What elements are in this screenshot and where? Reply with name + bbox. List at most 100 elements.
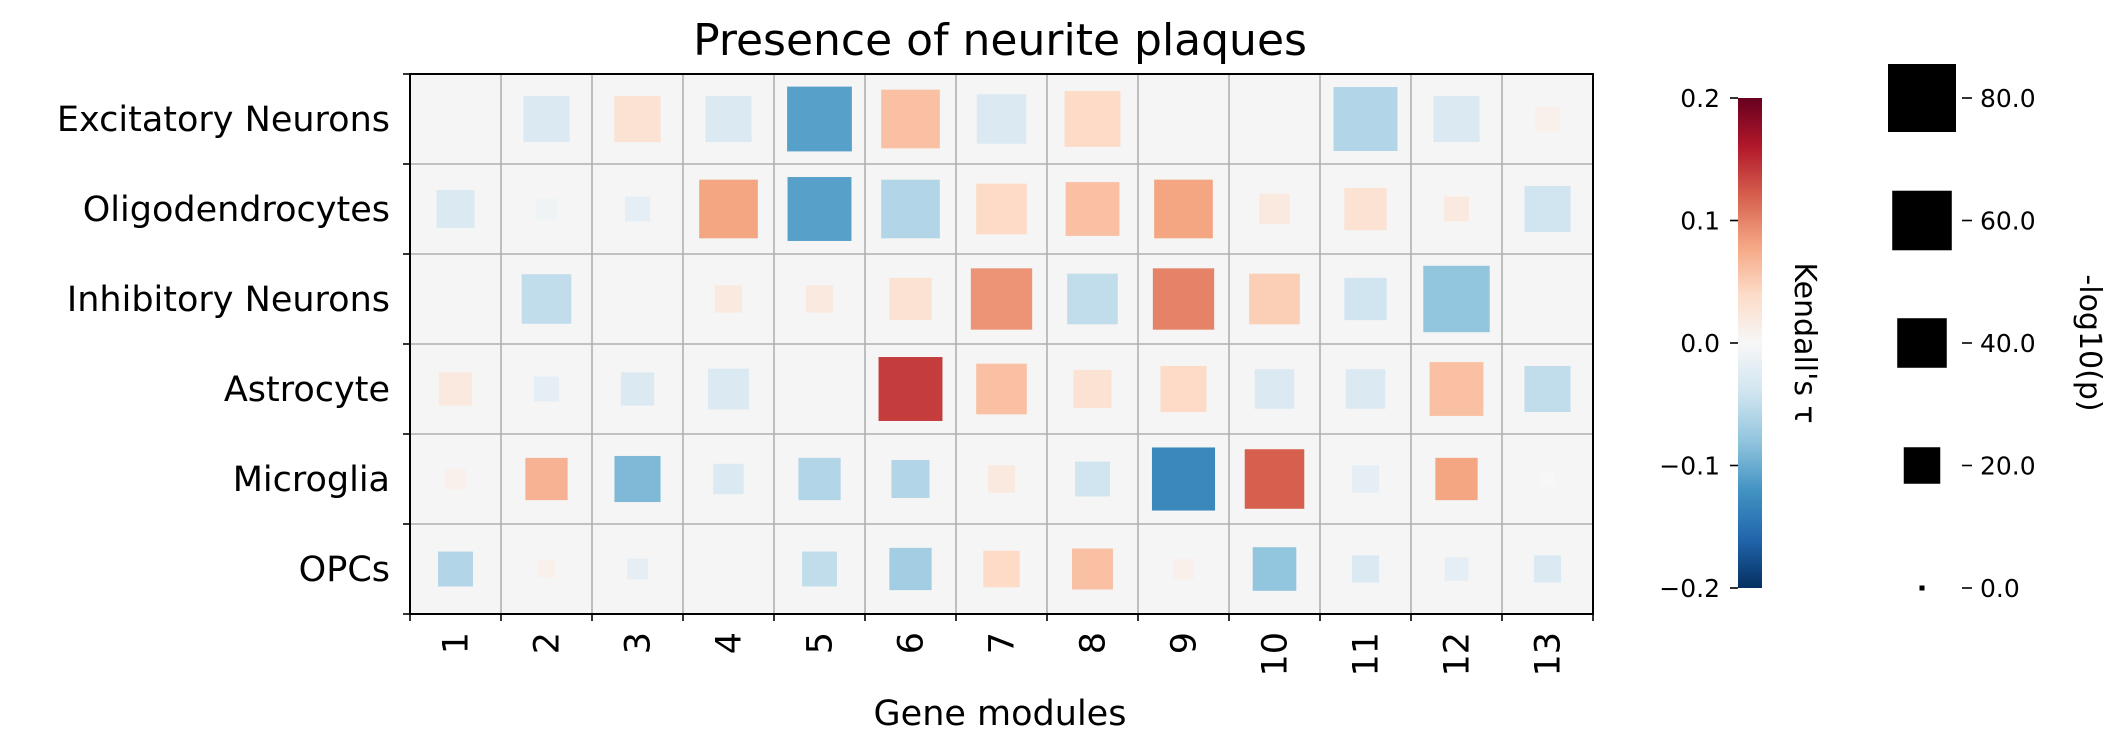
heatmap-cell bbox=[1444, 196, 1469, 222]
heatmap-cell bbox=[1160, 365, 1207, 413]
heatmap-cell bbox=[445, 468, 466, 490]
x-tick-label: 9 bbox=[1165, 632, 1205, 654]
x-tick-label: 1 bbox=[437, 632, 477, 654]
heatmap-cell bbox=[1345, 369, 1386, 409]
size-legend-square bbox=[1888, 64, 1956, 132]
size-legend-tick-label: 60.0 bbox=[1980, 207, 2036, 236]
y-tick-label: Oligodendrocytes bbox=[83, 190, 390, 230]
y-tick-label: Microglia bbox=[233, 460, 390, 500]
heatmap-cell bbox=[891, 459, 930, 499]
x-tick-label: 4 bbox=[710, 632, 750, 654]
heatmap-cell bbox=[802, 551, 837, 587]
heatmap-cell bbox=[625, 196, 650, 222]
heatmap-cell bbox=[1444, 557, 1469, 581]
heatmap-cell bbox=[881, 179, 940, 239]
heatmap-cell bbox=[976, 183, 1027, 235]
size-legend-tick-label: 20.0 bbox=[1980, 452, 2036, 481]
colorbar-tick-label: 0.1 bbox=[1680, 207, 1720, 236]
heatmap-cell bbox=[1154, 179, 1213, 239]
heatmap-cell bbox=[523, 95, 570, 143]
colorbar-gradient bbox=[1738, 98, 1762, 588]
y-tick-label: Astrocyte bbox=[224, 370, 390, 410]
x-tick-label: 13 bbox=[1529, 632, 1569, 677]
heatmap-cell bbox=[1423, 265, 1490, 333]
heatmap-cell bbox=[627, 558, 648, 580]
heatmap-cell bbox=[436, 189, 475, 229]
heatmap-cell bbox=[534, 376, 559, 402]
size-legend-tick-label: 80.0 bbox=[1980, 84, 2036, 113]
y-tick-label: OPCs bbox=[299, 550, 390, 590]
heatmap-cell bbox=[1344, 277, 1387, 321]
heatmap-cell bbox=[1333, 87, 1398, 151]
size-legend: 80.0 60.0 40.0 20.0 0.0 -log10(p) bbox=[1888, 64, 2107, 603]
y-tick-label: Inhibitory Neurons bbox=[67, 280, 390, 320]
heatmap-cell bbox=[1435, 457, 1478, 501]
size-legend-square bbox=[1903, 447, 1941, 484]
heatmap-cell bbox=[1344, 187, 1387, 231]
x-axis-label: Gene modules bbox=[874, 694, 1127, 734]
heatmap-cell bbox=[987, 465, 1016, 493]
x-tick-label: 2 bbox=[528, 632, 568, 654]
x-tick-label: 3 bbox=[619, 632, 659, 654]
size-legend-label: -log10(p) bbox=[2072, 274, 2107, 411]
heatmap-cell bbox=[1259, 193, 1290, 225]
heatmap-cell bbox=[970, 268, 1033, 330]
heatmap-cell bbox=[525, 457, 568, 501]
heatmap-cell bbox=[699, 179, 758, 239]
colorbar: 0.2 0.1 0.0 −0.1 −0.2 Kendall's τ bbox=[1659, 84, 1822, 603]
heatmap-cell bbox=[1152, 268, 1215, 330]
heatmap-cell bbox=[1067, 273, 1118, 325]
heatmap-cell bbox=[438, 551, 473, 587]
heatmap-cell bbox=[881, 89, 940, 149]
heatmap-cell bbox=[1249, 273, 1300, 325]
heatmap-cell bbox=[1072, 548, 1113, 590]
heatmap-cell bbox=[1533, 555, 1562, 583]
heatmap-cell bbox=[1540, 471, 1555, 487]
heatmap-cell bbox=[438, 372, 473, 406]
heatmap-cell bbox=[1351, 555, 1380, 583]
y-tick-label: Excitatory Neurons bbox=[57, 100, 390, 140]
heatmap-cell bbox=[889, 547, 932, 591]
heatmap-cell bbox=[1254, 369, 1295, 409]
colorbar-tick-label: −0.1 bbox=[1659, 452, 1720, 481]
heatmap-cell bbox=[1535, 106, 1560, 132]
heatmap-cell bbox=[614, 455, 661, 503]
x-tick-label: 11 bbox=[1347, 632, 1387, 677]
heatmap-cell bbox=[1064, 91, 1121, 147]
heatmap-cell bbox=[805, 285, 834, 313]
colorbar-tick-label: 0.0 bbox=[1680, 329, 1720, 358]
heatmap-cell bbox=[614, 95, 661, 143]
heatmap-cell bbox=[878, 357, 943, 421]
heatmap-cell bbox=[1351, 465, 1380, 493]
heatmap-cell bbox=[537, 560, 556, 578]
chart-title: Presence of neurite plaques bbox=[693, 15, 1307, 66]
heatmap-cell bbox=[705, 95, 752, 143]
colorbar-tick-label: −0.2 bbox=[1659, 574, 1720, 603]
heatmap-cell bbox=[798, 457, 841, 501]
heatmap-cell bbox=[1073, 369, 1112, 409]
heatmap-cell bbox=[1524, 365, 1571, 413]
x-tick-label: 7 bbox=[983, 632, 1023, 654]
heatmap-cell bbox=[983, 550, 1020, 588]
heatmap-cell bbox=[976, 94, 1027, 144]
heatmap-cell bbox=[976, 363, 1027, 415]
size-legend-tick-label: 0.0 bbox=[1980, 574, 2020, 603]
heatmap-cell bbox=[787, 86, 852, 152]
heatmap-cell bbox=[1173, 558, 1194, 580]
colorbar-tick-label: 0.2 bbox=[1680, 84, 1720, 113]
plot-area: Excitatory Neurons Oligodendrocytes Inhibi… bbox=[57, 73, 1594, 677]
heatmap-cell bbox=[1151, 447, 1216, 511]
x-tick-label: 5 bbox=[801, 632, 841, 654]
x-tick-label: 10 bbox=[1256, 632, 1296, 677]
heatmap-cell bbox=[1065, 182, 1120, 236]
x-tick-label: 12 bbox=[1438, 632, 1478, 677]
heatmap-cell bbox=[1252, 547, 1297, 591]
heatmap-cell bbox=[713, 463, 744, 495]
x-tick-label: 6 bbox=[892, 632, 932, 654]
heatmap-cell bbox=[787, 177, 852, 241]
x-tick-label: 8 bbox=[1074, 632, 1114, 654]
heatmap-cell bbox=[1429, 362, 1484, 416]
size-legend-square bbox=[1897, 318, 1947, 368]
size-legend-square bbox=[1892, 190, 1952, 251]
heatmap-cell bbox=[708, 368, 749, 410]
